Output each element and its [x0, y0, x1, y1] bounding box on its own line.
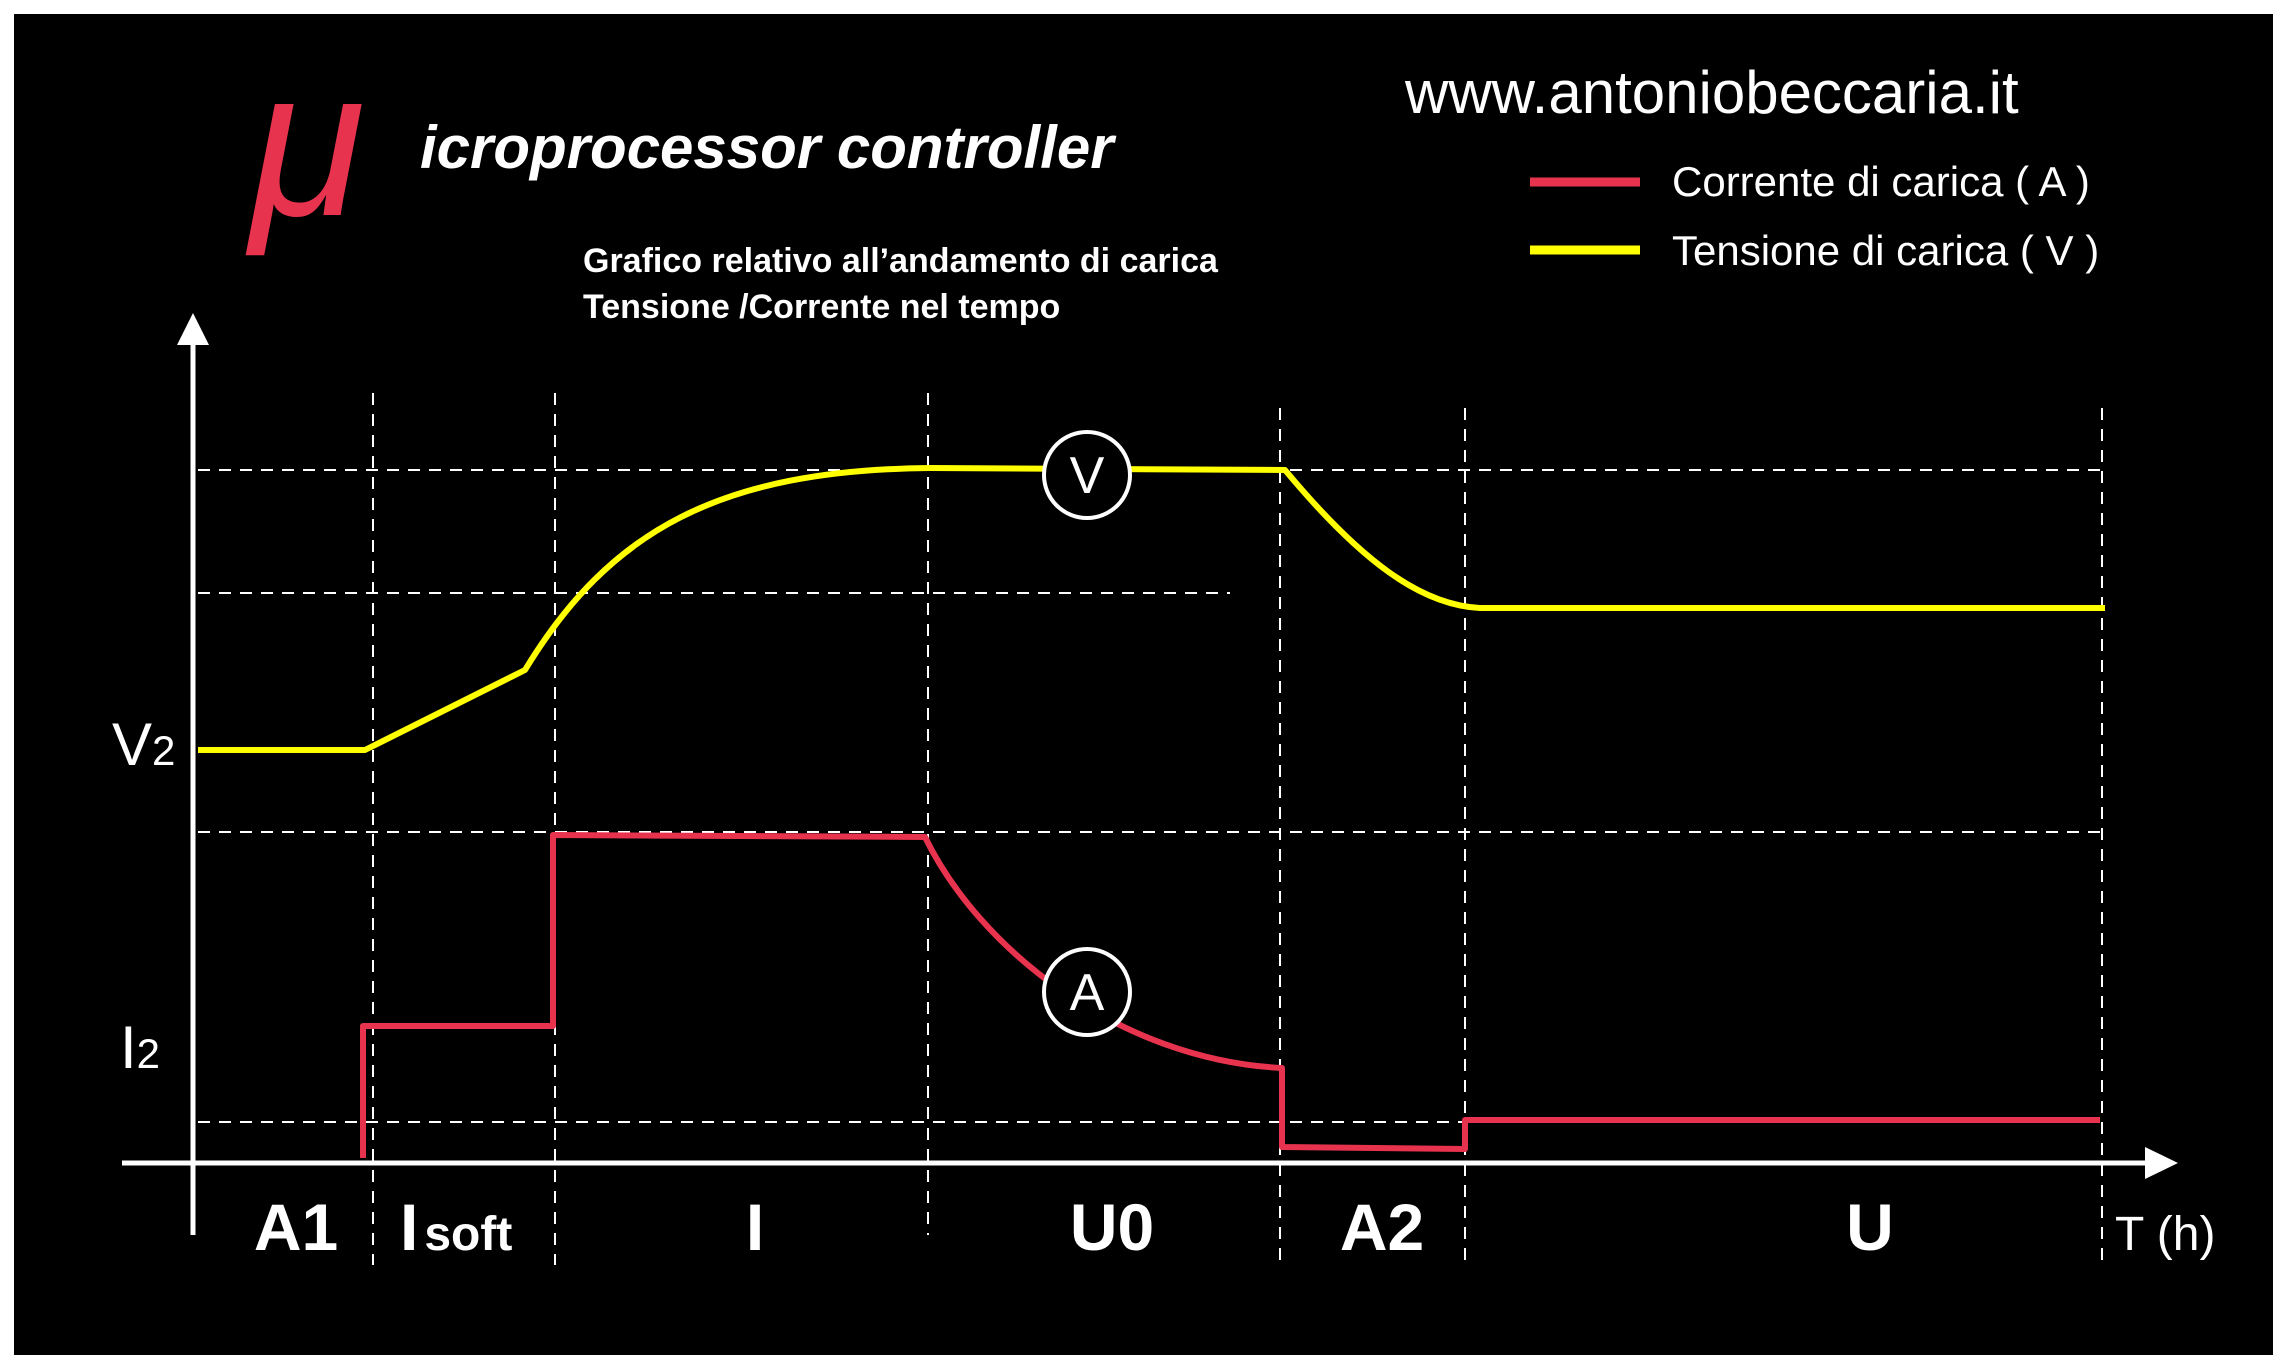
phase-label-a2: A2	[1340, 1190, 1424, 1264]
logo-mu: μ	[245, 25, 365, 260]
y-label-current: I2	[120, 1014, 160, 1081]
legend-current-label: Corrente di carica ( A )	[1672, 158, 2090, 205]
legend-voltage-label: Tensione di carica ( V )	[1672, 227, 2099, 274]
y-label-voltage: V2	[112, 711, 175, 778]
voltage-marker-label: V	[1070, 447, 1105, 505]
logo-text: icroprocessor controller	[420, 114, 1117, 181]
subtitle-line-1: Grafico relativo all’andamento di carica	[583, 242, 1219, 280]
phase-label-a1: A1	[254, 1190, 338, 1264]
subtitle-line-2: Tensione /Corrente nel tempo	[583, 288, 1060, 326]
x-axis-arrow	[2145, 1147, 2178, 1179]
voltage-curve-marker: V	[1042, 430, 1132, 520]
phase-label-u0: U0	[1070, 1190, 1154, 1264]
current-curve-marker: A	[1042, 947, 1132, 1037]
background-panel	[14, 14, 2273, 1355]
phase-label-i: I	[746, 1190, 764, 1264]
current-marker-label: A	[1070, 964, 1105, 1022]
phase-label-u: U	[1846, 1190, 1894, 1264]
y-axis-arrow	[177, 313, 209, 345]
website-url: www.antoniobeccaria.it	[1404, 59, 2019, 126]
voltage-curve	[198, 465, 2105, 753]
x-axis-label: T (h)	[2115, 1208, 2215, 1261]
